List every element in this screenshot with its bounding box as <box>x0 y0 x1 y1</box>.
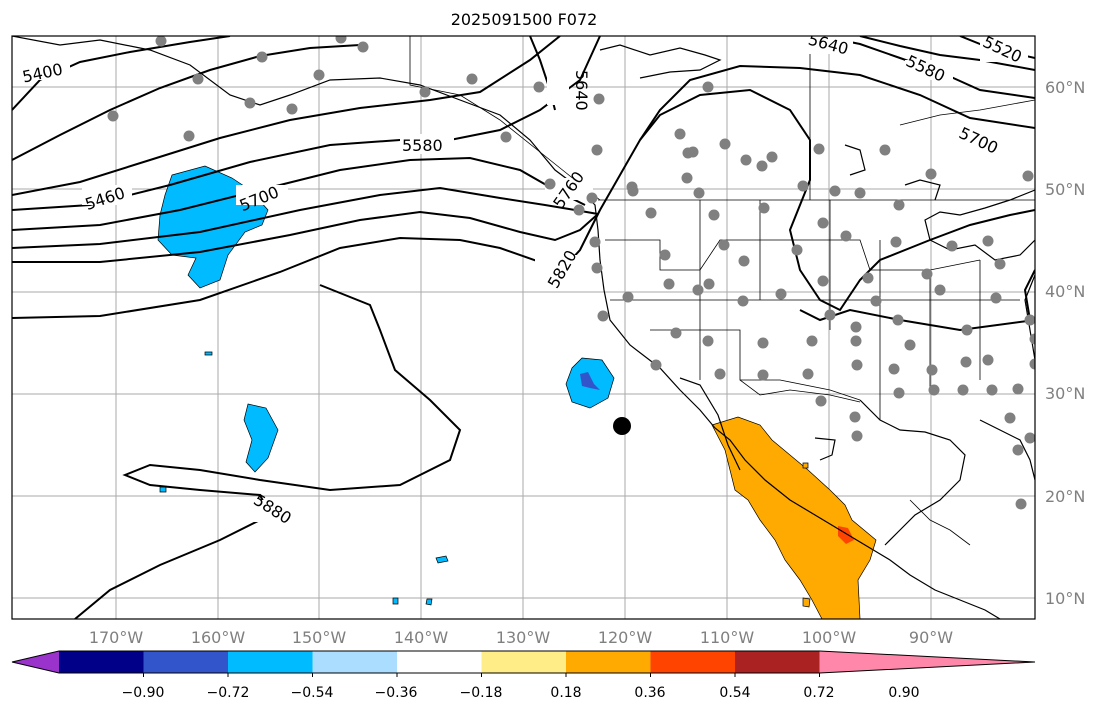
lat-label-50n: 50°N <box>1045 180 1085 199</box>
colorbar <box>11 650 1036 677</box>
colorbar-segment <box>312 651 398 673</box>
lon-label-130w: 130°W <box>496 628 551 647</box>
colorbar-segment <box>59 651 144 673</box>
colorbar-tick-label: −0.54 <box>291 685 334 701</box>
colorbar-tick-label: −0.90 <box>122 685 165 701</box>
lon-label-110w: 110°W <box>700 628 755 647</box>
map-title: 2025091500 F072 <box>450 10 598 29</box>
blue-region-hawaii <box>243 403 279 473</box>
lat-label-10n: 10°N <box>1045 589 1085 608</box>
colorbar-segment <box>143 651 229 673</box>
colorbar-tick-label: −0.72 <box>207 685 250 701</box>
station-markers <box>107 36 1035 510</box>
height-contours <box>12 36 1035 619</box>
colorbar-tick-label: −0.36 <box>375 685 418 701</box>
longitude-labels: 170°W 160°W 150°W 140°W 130°W 120°W 110°… <box>89 628 953 647</box>
colorbar-segment <box>397 651 482 673</box>
colorbar-tick-label: 0.36 <box>634 685 665 701</box>
colorbar-tick-label: 0.72 <box>803 685 834 701</box>
colorbar-tick-label: 0.18 <box>550 685 581 701</box>
contour-label: 5580 <box>402 136 443 155</box>
colorbar-tick-label: −0.18 <box>460 685 503 701</box>
lon-label-100w: 100°W <box>802 628 857 647</box>
lat-label-20n: 20°N <box>1045 487 1085 506</box>
colorbar-segment <box>481 651 567 673</box>
contour-label: 5640 <box>572 70 591 111</box>
lon-label-150w: 150°W <box>292 628 347 647</box>
colorbar-extend-max <box>819 651 1035 673</box>
lat-label-30n: 30°N <box>1045 384 1085 403</box>
red-core-mexico <box>838 526 854 544</box>
colorbar-outline <box>11 650 1036 674</box>
colorbar-segment <box>650 651 736 673</box>
colorbar-tick-label: 0.54 <box>719 685 750 701</box>
colorbar-tick-labels: −0.90 −0.72 −0.54 −0.36 −0.18 0.18 0.36 … <box>122 685 920 701</box>
plot-frame <box>11 35 1036 620</box>
lon-label-90w: 90°W <box>909 628 953 647</box>
lon-label-140w: 140°W <box>394 628 449 647</box>
lat-label-60n: 60°N <box>1045 78 1085 97</box>
lon-label-120w: 120°W <box>598 628 653 647</box>
storm-center-marker <box>613 417 631 435</box>
colorbar-extend-min <box>12 651 59 673</box>
lon-label-160w: 160°W <box>191 628 246 647</box>
coastlines <box>12 36 1035 619</box>
colorbar-segment <box>735 651 820 673</box>
colorbar-tick-label: 0.90 <box>888 685 919 701</box>
colorbar-segment <box>566 651 651 673</box>
darkblue-core-baja-offshore <box>580 372 600 390</box>
lon-label-170w: 170°W <box>89 628 144 647</box>
colorbar-segment <box>228 651 313 673</box>
latitude-labels: 60°N 50°N 40°N 30°N 20°N 10°N <box>1045 78 1085 608</box>
lat-label-40n: 40°N <box>1045 282 1085 301</box>
